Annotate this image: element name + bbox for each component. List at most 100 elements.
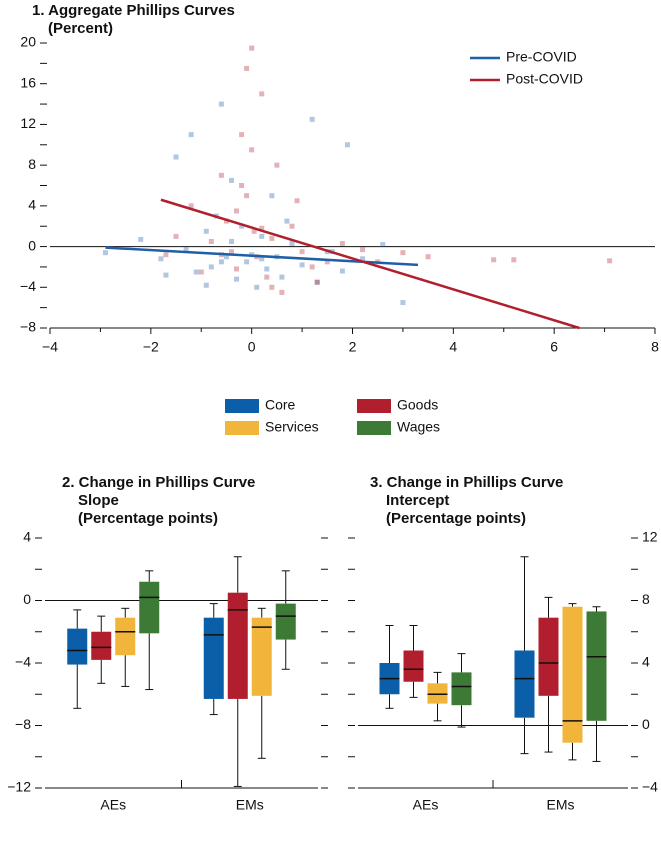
- box: [115, 617, 136, 656]
- legend-label: Services: [265, 419, 319, 435]
- scatter-point: [400, 300, 406, 306]
- box: [586, 611, 607, 721]
- box: [203, 617, 224, 699]
- y-tick-label: −8: [20, 319, 36, 335]
- scatter-point: [269, 284, 275, 290]
- chart-title: 3. Change in Phillips Curve Intercept: [370, 474, 564, 509]
- y-tick-label: 4: [23, 529, 31, 545]
- scatter-point: [244, 65, 250, 71]
- scatter-point: [198, 269, 204, 275]
- y-tick-label: 0: [642, 716, 650, 732]
- scatter-point: [218, 101, 224, 107]
- fit-line: [160, 198, 580, 330]
- scatter-point: [269, 235, 275, 241]
- scatter-point: [163, 272, 169, 278]
- scatter-point: [360, 247, 366, 253]
- y-tick-label: −12: [7, 779, 31, 795]
- scatter-point: [208, 238, 214, 244]
- scatter-point: [249, 147, 255, 153]
- legend-label: Wages: [397, 419, 440, 435]
- scatter-point: [400, 250, 406, 256]
- scatter-point: [244, 259, 250, 265]
- x-tick-label: 8: [651, 339, 659, 355]
- scatter-point: [259, 233, 265, 239]
- legend-label: Core: [265, 397, 296, 413]
- scatter-point: [339, 268, 345, 274]
- scatter-point: [314, 279, 320, 285]
- scatter-point: [264, 266, 270, 272]
- y-tick-label: −8: [15, 716, 31, 732]
- x-tick-label: −2: [143, 339, 159, 355]
- scatter-point: [259, 91, 265, 97]
- scatter-point: [289, 241, 295, 247]
- y-tick-label: 20: [20, 34, 36, 50]
- box: [251, 617, 272, 696]
- legend-swatch: [357, 399, 391, 413]
- y-tick-label: 12: [20, 115, 36, 131]
- legend-swatch: [225, 399, 259, 413]
- scatter-point: [173, 154, 179, 160]
- scatter-point: [188, 132, 194, 138]
- scatter-point: [344, 142, 350, 148]
- scatter-point: [158, 256, 164, 262]
- scatter-point: [229, 238, 234, 244]
- scatter-point: [218, 259, 224, 265]
- x-tick-label: 0: [248, 339, 256, 355]
- box: [67, 628, 88, 665]
- scatter-point: [314, 279, 320, 285]
- x-tick-label: AEs: [413, 797, 439, 813]
- y-tick-label: −4: [20, 278, 36, 294]
- y-tick-label: 12: [642, 529, 658, 545]
- scatter-point: [183, 247, 189, 253]
- x-tick-label: EMs: [236, 797, 264, 813]
- x-tick-label: AEs: [100, 797, 126, 813]
- chart-3-title-block: 3. Change in Phillips Curve Intercept (P…: [370, 474, 605, 528]
- legend-label: Goods: [397, 397, 438, 413]
- box: [451, 672, 472, 706]
- scatter-point: [339, 241, 345, 247]
- chart-subtitle: (Percentage points): [78, 510, 219, 527]
- legend-swatch: [225, 421, 259, 435]
- scatter-point: [259, 225, 265, 231]
- legend-label: Post-COVID: [506, 71, 583, 87]
- x-tick-label: 2: [349, 339, 357, 355]
- y-tick-label: 0: [23, 591, 31, 607]
- scatter-point: [251, 228, 257, 234]
- x-tick-label: 6: [550, 339, 558, 355]
- scatter-point: [279, 274, 285, 280]
- scatter-point: [289, 223, 295, 229]
- box: [427, 683, 448, 704]
- y-tick-label: 4: [28, 197, 36, 213]
- x-tick-label: −4: [42, 339, 58, 355]
- scatter-point: [360, 256, 366, 262]
- scatter-point: [299, 262, 305, 268]
- scatter-point: [229, 177, 234, 183]
- x-tick-label: EMs: [547, 797, 575, 813]
- scatter-point: [264, 274, 270, 280]
- box: [139, 581, 160, 634]
- scatter-point: [279, 289, 285, 295]
- legend-label: Pre-COVID: [506, 49, 577, 65]
- scatter-point: [491, 257, 497, 263]
- scatter-point: [269, 193, 275, 199]
- chart-subtitle: (Percent): [48, 20, 114, 37]
- y-tick-label: 8: [642, 591, 650, 607]
- scatter-point: [234, 208, 240, 214]
- scatter-point: [259, 256, 265, 262]
- fit-line: [105, 246, 419, 267]
- scatter-point: [239, 132, 245, 138]
- scatter-point: [380, 242, 386, 248]
- scatter-point: [324, 259, 330, 265]
- y-tick-label: −4: [642, 779, 658, 795]
- scatter-point: [244, 193, 250, 199]
- scatter-point: [234, 276, 240, 282]
- legend-swatch: [357, 421, 391, 435]
- scatter-point: [223, 254, 229, 260]
- scatter-point: [284, 218, 290, 224]
- chart-subtitle: (Percentage points): [386, 510, 527, 527]
- scatter-point: [193, 269, 199, 275]
- box: [514, 650, 535, 718]
- scatter-point: [309, 264, 315, 270]
